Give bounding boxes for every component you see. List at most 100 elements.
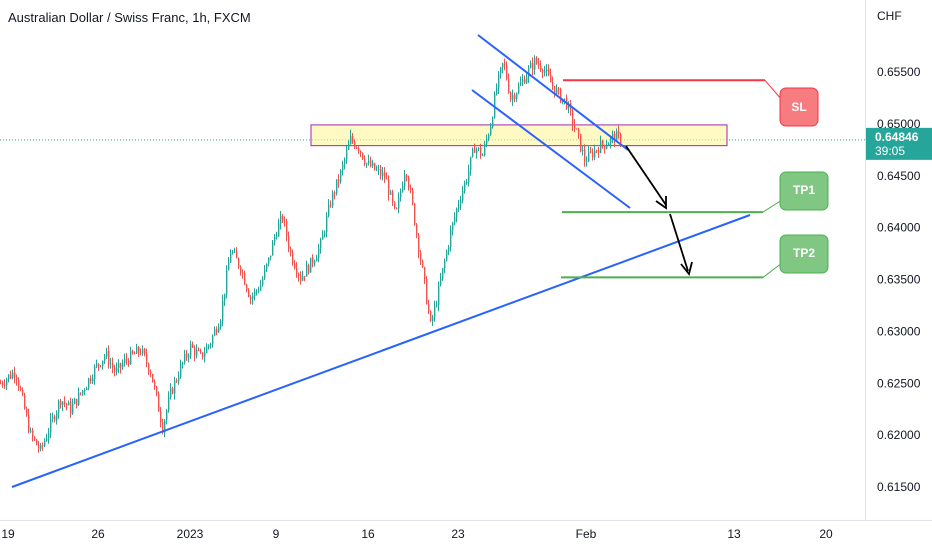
candle-body: [82, 390, 84, 394]
candle-body: [192, 343, 194, 348]
candle-body: [308, 264, 310, 273]
candle-body: [206, 346, 208, 353]
candle-body: [588, 151, 590, 162]
candle-body: [450, 230, 452, 247]
tp2-callout[interactable]: TP2: [762, 234, 829, 278]
candle-body: [334, 192, 336, 194]
candle-body: [336, 179, 338, 194]
currency-label: CHF: [877, 9, 902, 23]
candle-body: [222, 300, 224, 321]
candle-body: [432, 317, 434, 321]
candle-body: [514, 95, 516, 99]
candle-body: [424, 267, 426, 279]
candle-body: [62, 401, 64, 405]
projection-arrows: [625, 145, 693, 276]
price-tick-label: 0.65500: [877, 65, 921, 79]
candle-body: [468, 170, 470, 182]
sl-callout[interactable]: SL: [764, 79, 819, 127]
candle-body: [404, 175, 406, 186]
candle-body: [240, 266, 242, 273]
channel-upper-line[interactable]: [477, 34, 629, 151]
candle-body: [460, 200, 462, 205]
candle-body: [138, 347, 140, 353]
candle-body: [204, 352, 206, 358]
candle-body: [198, 350, 200, 352]
candle-body: [14, 372, 16, 378]
candle-body: [122, 363, 124, 368]
candle-body: [176, 380, 178, 382]
tp1-callout[interactable]: TP1: [762, 171, 829, 213]
candle-body: [478, 147, 480, 150]
candle-body: [26, 408, 28, 415]
channel-lower-line[interactable]: [471, 89, 631, 209]
candle-body: [594, 150, 596, 158]
candle-body: [448, 246, 450, 252]
candle-body: [64, 401, 66, 404]
candle-body: [8, 374, 10, 380]
candle-body: [500, 67, 502, 75]
candle-body: [20, 387, 22, 391]
candle-body: [196, 350, 198, 356]
candle-body: [178, 377, 180, 381]
candle-body: [98, 363, 100, 366]
candle-body: [146, 354, 148, 364]
candle-body: [578, 129, 580, 135]
time-axis: 19 26 2023 9 16 23 Feb 13 20: [1, 527, 833, 541]
tp2-label: TP2: [793, 246, 815, 260]
candle-body: [512, 95, 514, 100]
candle-body: [598, 150, 600, 153]
candle-body: [100, 365, 102, 367]
candle-body: [390, 191, 392, 195]
candle-body: [606, 145, 608, 149]
candle-body: [526, 77, 528, 84]
candle-body: [200, 350, 202, 353]
candle-body: [32, 430, 34, 437]
candle-body: [392, 191, 394, 202]
candle-body: [50, 418, 52, 433]
candle-body: [128, 360, 130, 364]
candle-body: [576, 128, 578, 130]
candle-body: [272, 242, 274, 256]
candle-body: [244, 272, 246, 285]
candle-body: [428, 303, 430, 312]
candle-body: [496, 87, 498, 94]
candle-body: [310, 257, 312, 273]
candle-body: [116, 368, 118, 373]
candle-body: [416, 224, 418, 235]
candle-body: [72, 404, 74, 414]
candle-body: [48, 432, 50, 439]
candle-body: [184, 353, 186, 363]
candle-body: [560, 89, 562, 103]
candle-body: [78, 392, 80, 406]
candle-body: [208, 345, 210, 347]
candle-body: [388, 179, 390, 195]
candle-body: [242, 272, 244, 274]
time-tick-label: 26: [91, 527, 105, 541]
candle-body: [84, 390, 86, 392]
candle-body: [442, 268, 444, 279]
candle-body: [422, 260, 424, 268]
candle-body: [202, 352, 204, 358]
candle-body: [586, 161, 588, 163]
candle-body: [60, 401, 62, 405]
resistance-zone[interactable]: [310, 124, 728, 147]
candle-body: [306, 264, 308, 277]
candle-body: [510, 92, 512, 100]
candle-body: [316, 257, 318, 262]
candle-body: [488, 134, 490, 139]
candle-body: [552, 82, 554, 86]
time-tick-label: 9: [273, 527, 280, 541]
time-tick-label: 2023: [177, 527, 204, 541]
price-tick-label: 0.61500: [877, 480, 921, 494]
ascending-trendline[interactable]: [11, 214, 751, 488]
chart-title: Australian Dollar / Swiss Franc, 1h, FXC…: [8, 10, 251, 25]
candle-body: [536, 57, 538, 64]
candle-body: [4, 384, 6, 386]
candle-body: [268, 257, 270, 264]
candle-body: [110, 363, 112, 365]
candle-body: [112, 363, 114, 368]
candle-body: [180, 364, 182, 378]
candle-body: [182, 362, 184, 365]
candle-body: [394, 201, 396, 209]
